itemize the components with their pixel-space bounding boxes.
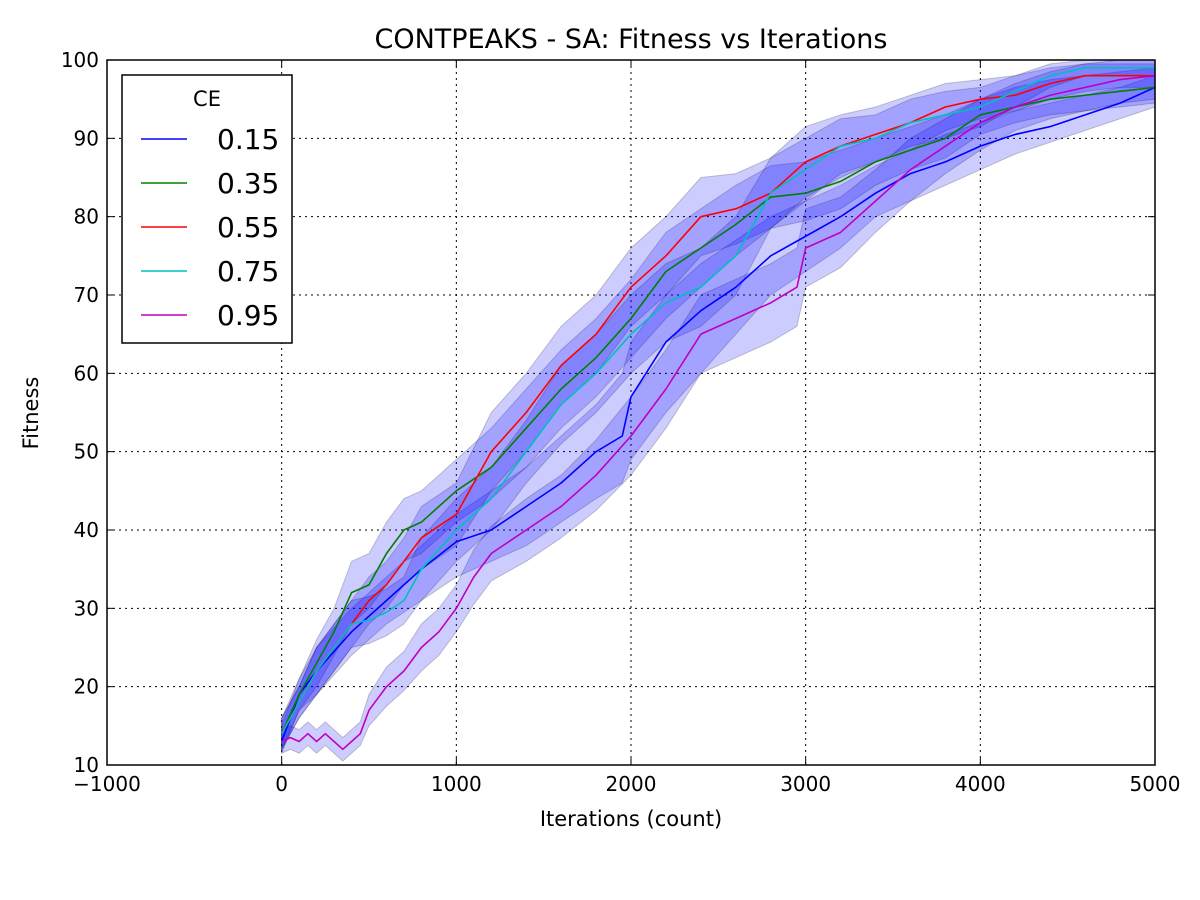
x-tick-label: 0 (275, 772, 288, 796)
legend-label: 0.55 (217, 211, 279, 244)
x-tick-label: 2000 (606, 772, 657, 796)
confidence-band-0.55 (281, 63, 1155, 752)
legend-label: 0.95 (217, 299, 279, 332)
y-tick-label: 70 (74, 283, 99, 307)
y-tick-label: 40 (74, 518, 99, 542)
x-tick-label: 3000 (780, 772, 831, 796)
series-line-0.15 (280, 86, 1155, 742)
legend-title: CE (193, 87, 221, 111)
series-line-0.35 (280, 86, 1155, 734)
legend-frame (121, 74, 293, 344)
x-tick-label: 4000 (955, 772, 1006, 796)
chart-title: CONTPEAKS - SA: Fitness vs Iterations (375, 24, 888, 55)
y-tick-label: 100 (61, 48, 99, 72)
legend-label: 0.35 (217, 167, 279, 200)
legend-label: 0.15 (217, 123, 279, 156)
y-tick-label: 60 (74, 361, 99, 385)
y-axis-title: Fitness (19, 377, 43, 450)
y-tick-label: 90 (74, 126, 99, 150)
series-line-0.55 (280, 74, 1155, 735)
legend-label: 0.75 (217, 255, 279, 288)
x-tick-label: 5000 (1130, 772, 1181, 796)
y-tick-label: 50 (74, 440, 99, 464)
confidence-band-0.15 (281, 75, 1155, 754)
confidence-band-0.95 (281, 60, 1155, 762)
series-line-0.95 (281, 74, 1155, 751)
legend-entries: 0.15 0.35 0.55 0.75 0.95 (141, 123, 279, 332)
confidence-band-0.35 (281, 67, 1155, 750)
y-tick-label: 10 (74, 753, 99, 777)
x-axis-title: Iterations (count) (540, 807, 722, 831)
axis-ticks: −1000 0 1000 2000 3000 4000 5000 10 20 30 40 50 60 70… (61, 48, 1181, 796)
y-tick-label: 80 (74, 205, 99, 229)
x-tick-label: −1000 (73, 772, 141, 796)
series-lines (280, 67, 1155, 751)
y-tick-label: 30 (74, 596, 99, 620)
x-tick-label: 1000 (431, 772, 482, 796)
legend: CE 0.15 0.35 0.55 0.75 0.95 (121, 74, 293, 344)
series-line-0.75 (280, 67, 1155, 735)
confidence-bands (281, 60, 1155, 762)
y-tick-label: 20 (74, 675, 99, 699)
